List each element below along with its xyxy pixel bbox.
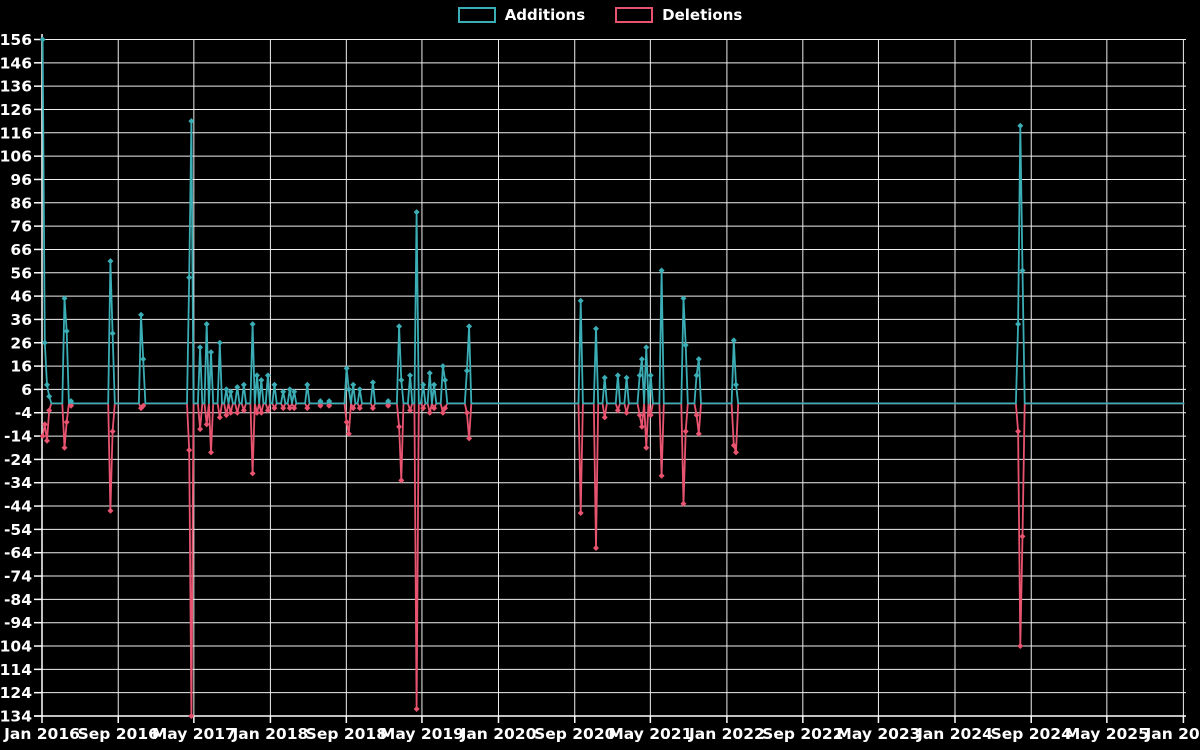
svg-text:May 2025: May 2025 — [1065, 725, 1149, 743]
svg-text:-94: -94 — [4, 614, 32, 632]
svg-text:Jan 2024: Jan 2024 — [916, 725, 993, 743]
svg-text:Jan 2026: Jan 2026 — [1144, 725, 1200, 743]
deletions-swatch-icon — [615, 7, 654, 23]
svg-text:Jan 2018: Jan 2018 — [231, 725, 308, 743]
additions-swatch-icon — [457, 7, 496, 23]
svg-text:-24: -24 — [4, 451, 32, 469]
legend-label-additions: Additions — [504, 6, 586, 24]
additions-line — [39, 36, 1185, 405]
svg-text:-134: -134 — [0, 708, 32, 726]
svg-text:-14: -14 — [4, 428, 32, 446]
svg-text:136: 136 — [0, 78, 32, 96]
svg-text:Sep 2022: Sep 2022 — [762, 725, 843, 743]
svg-text:Jan 2022: Jan 2022 — [688, 725, 765, 743]
svg-text:-34: -34 — [4, 474, 32, 492]
y-gridlines-and-labels: 156 146 136 126 116 106 96 86 76 66 56 46 36 26 16 6 -4 -… — [0, 31, 1186, 726]
svg-text:126: 126 — [0, 101, 32, 119]
svg-text:-74: -74 — [4, 568, 32, 586]
svg-text:-114: -114 — [0, 661, 32, 679]
svg-text:-84: -84 — [4, 591, 32, 609]
svg-text:May 2023: May 2023 — [836, 725, 920, 743]
svg-text:86: 86 — [10, 194, 32, 212]
svg-text:-104: -104 — [0, 638, 32, 656]
svg-text:May 2017: May 2017 — [152, 725, 236, 743]
svg-text:May 2019: May 2019 — [380, 725, 464, 743]
svg-text:Jan 2020: Jan 2020 — [460, 725, 537, 743]
svg-text:Sep 2018: Sep 2018 — [306, 725, 387, 743]
svg-text:76: 76 — [10, 218, 32, 236]
chart-legend: Additions Deletions — [0, 6, 1200, 24]
svg-text:26: 26 — [10, 334, 32, 352]
svg-text:Sep 2020: Sep 2020 — [534, 725, 616, 743]
svg-text:36: 36 — [10, 311, 32, 329]
svg-text:106: 106 — [0, 148, 32, 166]
svg-text:-124: -124 — [0, 684, 32, 702]
legend-item-deletions[interactable]: Deletions — [615, 6, 742, 24]
svg-text:146: 146 — [0, 54, 32, 72]
svg-text:May 2021: May 2021 — [608, 725, 692, 743]
svg-text:-44: -44 — [4, 498, 32, 516]
svg-text:Sep 2024: Sep 2024 — [991, 725, 1073, 743]
svg-text:46: 46 — [10, 288, 32, 306]
svg-text:Sep 2016: Sep 2016 — [78, 725, 159, 743]
svg-text:-54: -54 — [4, 521, 32, 539]
svg-text:116: 116 — [0, 124, 32, 142]
svg-text:56: 56 — [10, 264, 32, 282]
deletions-line — [39, 402, 1185, 719]
svg-text:-4: -4 — [15, 404, 32, 422]
svg-text:Jan 2016: Jan 2016 — [3, 725, 80, 743]
svg-text:96: 96 — [10, 171, 32, 189]
legend-label-deletions: Deletions — [662, 6, 743, 24]
svg-text:-64: -64 — [4, 544, 32, 562]
svg-text:66: 66 — [10, 241, 32, 259]
svg-text:156: 156 — [0, 31, 32, 49]
svg-text:6: 6 — [21, 381, 32, 399]
svg-text:16: 16 — [10, 358, 32, 376]
legend-item-additions[interactable]: Additions — [457, 6, 586, 24]
